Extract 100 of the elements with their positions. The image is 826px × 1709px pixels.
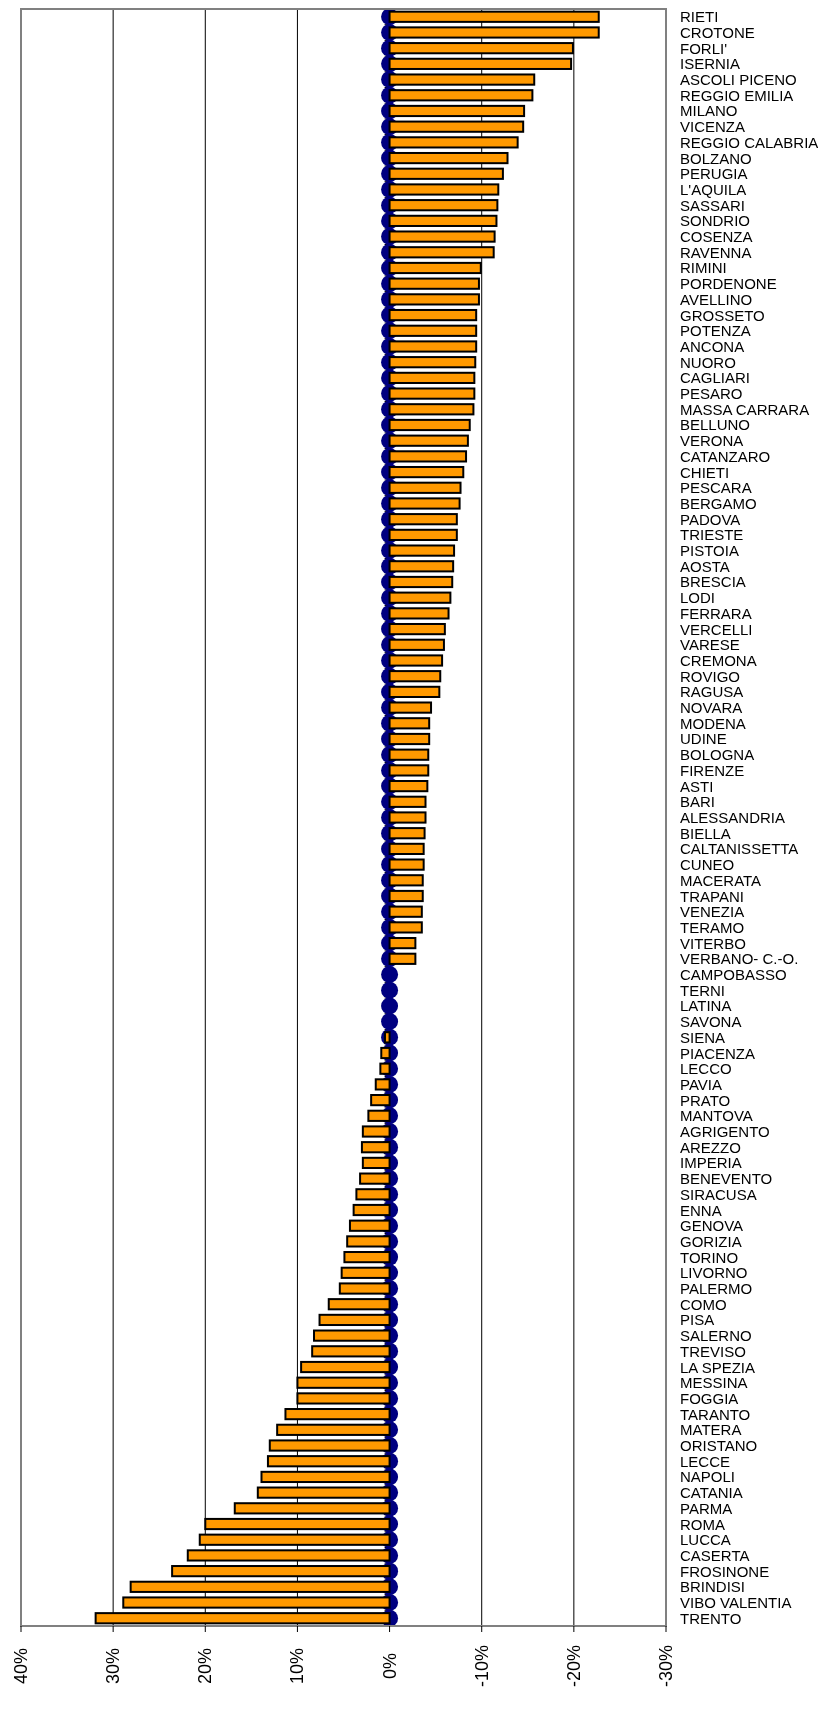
y-tick-label: BRESCIA [680,573,746,591]
y-tick-label: POTENZA [680,322,751,340]
y-tick-label: AREZZO [680,1138,741,1156]
y-tick-label: GROSSETO [680,306,765,324]
y-tick-label: AOSTA [680,557,730,575]
x-tick-label: -10% [471,1644,492,1688]
y-tick-label: RIETI [680,8,719,26]
x-tick-label: 30% [103,1647,124,1685]
y-tick-label: CROTONE [680,23,755,41]
y-tick-label: CALTANISSETTA [680,840,799,858]
y-tick-label: CHIETI [680,463,730,481]
y-tick-label: COMO [680,1295,727,1313]
y-tick-label: PADOVA [680,510,741,528]
y-tick-label: NOVARA [680,699,743,717]
y-tick-label: VARESE [680,636,740,654]
y-tick-label: ROMA [680,1515,725,1533]
x-tick-label: 40% [11,1647,31,1685]
y-tick-label: MESSINA [680,1374,748,1392]
y-tick-label: BOLZANO [680,149,752,167]
y-tick-label: TRIESTE [680,526,744,544]
y-tick-label: PISTOIA [680,542,739,560]
y-tick-label: IMPERIA [680,1154,742,1172]
y-tick-label: FERRARA [680,604,752,622]
y-tick-label: ENNA [680,1201,722,1219]
y-tick-label: PIACENZA [680,1044,756,1062]
y-tick-label: ASTI [680,777,714,795]
y-tick-label: VIBO VALENTIA [680,1594,792,1612]
y-tick-label: LIVORNO [680,1264,748,1282]
y-tick-label: TREVISO [680,1342,746,1360]
y-tick-label: SALERNO [680,1327,752,1345]
y-tick-label: ASCOLI PICENO [680,71,797,89]
y-tick-label: SIRACUSA [680,1185,757,1203]
y-tick-label: MASSA CARRARA [680,400,810,418]
y-tick-label: FORLI' [680,39,728,57]
y-tick-label: GENOVA [680,1217,744,1235]
y-tick-label: BERGAMO [680,494,757,512]
y-tick-label: TERAMO [680,918,745,936]
y-tick-label: PALERMO [680,1280,753,1298]
y-tick-label: TRENTO [680,1609,742,1627]
y-tick-label: LODI [680,589,716,607]
y-tick-label: PORDENONE [680,275,777,293]
y-tick-label: LUCCA [680,1531,731,1549]
y-tick-label: MATERA [680,1421,742,1439]
y-tick-label: BARI [680,793,716,811]
y-tick-label: SIENA [680,1028,726,1046]
y-tick-label: GORIZIA [680,1232,742,1250]
y-tick-label: BIELLA [680,824,731,842]
y-tick-label: PESARO [680,385,743,403]
y-tick-label: L'AQUILA [680,180,747,198]
y-tick-label: ROVIGO [680,667,741,685]
y-tick-label: MACERATA [680,871,762,889]
y-tick-label: CUNEO [680,856,735,874]
y-tick-label: FOGGIA [680,1389,739,1407]
y-tick-label: SONDRIO [680,212,751,230]
y-tick-label: ORISTANO [680,1437,758,1455]
y-tick-label: COSENZA [680,228,753,246]
y-tick-label: BOLOGNA [680,746,755,764]
y-tick-label: UDINE [680,730,727,748]
y-tick-label: ANCONA [680,337,745,355]
y-tick-label: BENEVENTO [680,1170,773,1188]
y-tick-label: CATANIA [680,1484,743,1502]
y-tick-label: PISA [680,1311,715,1329]
y-tick-label: BRINDISI [680,1578,746,1596]
y-tick-label: LA SPEZIA [680,1358,756,1376]
y-tick-label: MILANO [680,102,738,120]
y-tick-label: RIMINI [680,259,727,277]
x-tick-label: -30% [656,1644,676,1688]
y-tick-label: CATANZARO [680,447,771,465]
y-tick-label: TRAPANI [680,887,744,905]
y-tick-label: VENEZIA [680,903,745,921]
y-tick-label: REGGIO CALABRIA [680,133,819,151]
y-tick-label: VICENZA [680,118,746,136]
x-tick-label: -20% [563,1644,584,1688]
x-tick-label: 20% [195,1647,216,1685]
y-tick-label: PESCARA [680,479,752,497]
y-tick-label: ISERNIA [680,55,741,73]
y-tick-label: TARANTO [680,1405,751,1423]
y-tick-label: MODENA [680,714,746,732]
y-tick-label: CAMPOBASSO [680,966,787,984]
y-tick-label: TORINO [680,1248,739,1266]
x-tick-label: 0% [379,1652,400,1680]
y-tick-label: ALESSANDRIA [680,809,786,826]
y-tick-label: TERNI [680,981,725,999]
y-tick-label: VITERBO [680,934,746,952]
y-tick-label: PAVIA [680,1075,722,1093]
y-tick-label: CASERTA [680,1546,750,1564]
y-tick-label: PARMA [680,1499,733,1517]
y-tick-label: LECCE [680,1452,731,1470]
y-tick-label: VERBANO- C.-O. [680,950,799,968]
y-tick-label: NUORO [680,353,736,371]
y-tick-label: LECCO [680,1060,732,1078]
y-tick-label: RAGUSA [680,683,744,701]
x-tick-label: 10% [287,1647,308,1685]
y-tick-label: FROSINONE [680,1562,770,1580]
y-tick-label: VERONA [680,432,744,450]
y-tick-label: PERUGIA [680,165,748,183]
y-tick-label: BELLUNO [680,416,751,434]
y-tick-label: CAGLIARI [680,369,751,387]
y-tick-label: VERCELLI [680,620,753,638]
y-tick-label: SAVONA [680,1013,742,1031]
